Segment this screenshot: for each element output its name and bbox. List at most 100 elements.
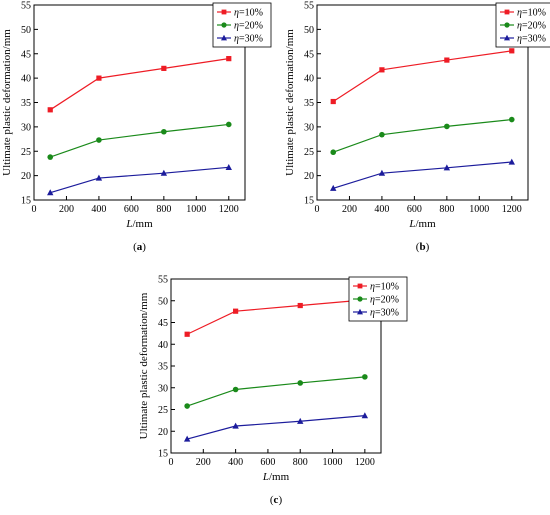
y-tick-label: 45 <box>21 49 31 60</box>
data-point <box>362 374 368 380</box>
x-tick-label: 600 <box>124 204 139 215</box>
y-tick-label: 25 <box>21 147 31 158</box>
series-line <box>333 118 512 153</box>
data-point <box>225 121 232 128</box>
x-tick-label: 600 <box>407 204 422 215</box>
data-point <box>361 412 369 419</box>
x-tick-label: 200 <box>196 457 211 468</box>
data-point <box>378 169 386 176</box>
legend-label: η=20% <box>234 21 263 32</box>
legend-label: η=10% <box>370 282 399 293</box>
y-axis-label: Ultimate plastic deformation/mm <box>1 29 13 176</box>
series-line <box>186 376 365 407</box>
x-tick-label: 0 <box>169 457 174 468</box>
y-tick-label: 50 <box>21 25 31 36</box>
x-tick-label: 800 <box>439 204 454 215</box>
y-tick-label: 20 <box>304 171 314 182</box>
legend-label: η=20% <box>517 21 546 32</box>
data-point <box>330 184 337 191</box>
x-axis-label: L/mm <box>262 471 290 483</box>
legend-marker <box>221 9 227 15</box>
legend-label: η=30% <box>234 34 263 45</box>
y-tick-label: 40 <box>158 340 168 351</box>
legend-label: η=30% <box>370 308 399 319</box>
data-point <box>47 154 54 160</box>
data-point <box>233 308 239 314</box>
series-line <box>186 299 365 335</box>
chart-panel-3: 15 20 25 30 35 40 45 50 55 0 200 400 600 800 1000 1200 L… <box>138 275 408 506</box>
data-point <box>161 65 167 71</box>
legend-label: η=10% <box>517 8 546 19</box>
data-point <box>184 403 190 409</box>
legend-marker <box>357 296 363 302</box>
y-tick-label: 40 <box>304 74 314 85</box>
data-point <box>183 435 191 442</box>
chart-panel-2: 15 20 25 30 35 40 45 50 55 0 200 400 600 800 1000 1200 L… <box>284 1 550 253</box>
data-point <box>444 123 450 130</box>
x-tick-label: 1200 <box>355 457 375 468</box>
data-point <box>330 98 336 105</box>
x-tick-label: 600 <box>260 457 275 468</box>
y-tick-label: 15 <box>21 196 31 207</box>
x-tick-label: 1000 <box>186 204 206 215</box>
data-point <box>443 164 451 171</box>
data-point <box>161 128 167 135</box>
data-point <box>232 386 239 393</box>
data-point <box>379 131 385 138</box>
y-tick-label: 55 <box>21 1 31 12</box>
data-point <box>297 380 304 386</box>
series-line <box>186 414 365 440</box>
data-point <box>47 107 53 113</box>
y-tick-label: 15 <box>304 196 314 207</box>
x-tick-label: 0 <box>32 204 37 215</box>
y-tick-label: 30 <box>304 122 314 133</box>
x-tick-label: 1200 <box>219 204 239 215</box>
x-tick-label: 200 <box>342 204 357 215</box>
y-tick-label: 30 <box>158 383 168 394</box>
y-tick-label: 25 <box>158 405 168 416</box>
data-point <box>330 149 337 156</box>
y-axis-label: Ultimate plastic deformation/mm <box>138 292 150 439</box>
panel-label: (c) <box>270 494 283 506</box>
y-tick-label: 55 <box>304 1 314 12</box>
series-line <box>50 123 229 158</box>
x-tick-label: 400 <box>91 204 106 215</box>
data-point <box>96 75 102 81</box>
data-point <box>95 174 103 181</box>
y-tick-label: 35 <box>304 98 314 109</box>
x-tick-label: 1000 <box>323 457 343 468</box>
y-axis-label: Ultimate plastic deformation/mm <box>284 29 296 176</box>
legend-marker <box>357 308 363 315</box>
legend-label: η=10% <box>234 8 263 19</box>
x-tick-label: 800 <box>156 204 171 215</box>
x-tick-label: 400 <box>228 457 243 468</box>
legend-label: η=20% <box>370 295 399 306</box>
y-tick-label: 35 <box>21 98 31 109</box>
x-axis-label: L/mm <box>125 218 153 230</box>
y-tick-label: 50 <box>304 25 314 36</box>
y-tick-label: 55 <box>158 275 168 286</box>
series-line <box>49 58 229 111</box>
legend-marker <box>504 22 510 28</box>
x-tick-label: 400 <box>374 204 389 215</box>
y-tick-label: 30 <box>21 122 31 133</box>
x-axis-label: L/mm <box>408 218 436 230</box>
series-line <box>333 161 512 189</box>
data-point <box>160 169 168 176</box>
data-point <box>47 189 54 196</box>
data-point <box>297 302 303 309</box>
y-tick-label: 45 <box>158 318 168 329</box>
y-tick-label: 40 <box>21 74 31 85</box>
panel-label: (a) <box>133 241 146 253</box>
legend-marker <box>504 9 510 15</box>
x-tick-label: 800 <box>293 457 308 468</box>
chart-panel-1: 15 20 25 30 35 40 45 50 55 0 200 400 600 800 1000 1200 L… <box>1 1 272 253</box>
panel-label: (b) <box>416 241 430 253</box>
x-tick-label: 1000 <box>469 204 489 215</box>
series-line <box>50 166 229 194</box>
data-point <box>379 67 385 73</box>
data-point <box>444 57 450 63</box>
data-point <box>508 158 515 165</box>
y-tick-label: 25 <box>304 147 314 158</box>
